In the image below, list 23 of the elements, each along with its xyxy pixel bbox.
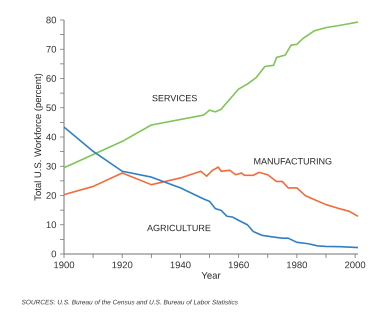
y-tick-label: 50 [46, 104, 56, 112]
y-axis-title: Total U.S. Workforce (percent) [34, 74, 44, 201]
line-series [63, 166, 359, 218]
x-tick-label: 2000 [344, 262, 366, 268]
series-label: MANUFACTURING [254, 158, 332, 164]
line-series [63, 21, 359, 169]
x-tick-label: 1940 [170, 262, 191, 268]
y-tick-label: 80 [46, 16, 56, 24]
line-series [63, 126, 359, 248]
y-tick-label: 0 [52, 250, 56, 258]
x-tick-label: 1980 [287, 262, 308, 268]
y-tick-label: 70 [46, 46, 56, 53]
x-tick-label: 1900 [54, 262, 74, 268]
x-axis-title: Year [202, 272, 220, 279]
y-tick-label: 20 [46, 192, 56, 199]
y-tick-label: 10 [46, 221, 56, 228]
x-tick-label: 1920 [112, 262, 132, 268]
series-label: AGRICULTURE [147, 224, 211, 232]
x-tick-label: 1960 [228, 262, 249, 268]
y-tick-label: 60 [46, 75, 56, 82]
y-tick-label: 30 [46, 162, 56, 170]
y-tick-label: 40 [46, 134, 56, 140]
series-label: SERVICES [152, 94, 197, 102]
